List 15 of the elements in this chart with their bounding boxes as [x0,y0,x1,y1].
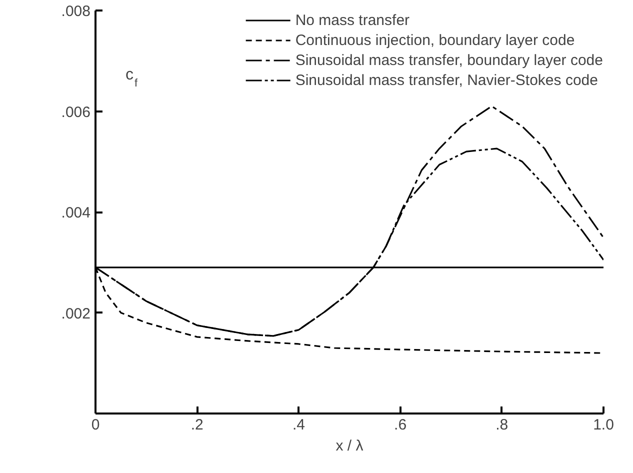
x-tick-label: .2 [190,416,204,434]
y-tick-label: .008 [61,3,91,20]
x-tick-label: 0 [91,416,100,434]
y-tick-label: .006 [61,104,91,121]
x-axis-title: x / λ [336,438,364,454]
y-tick-label: .002 [61,305,91,322]
y-tick-label: .004 [61,204,91,222]
legend-label: Continuous injection, boundary layer code [295,32,575,48]
x-tick-label: .4 [292,416,305,434]
legend-label: Sinusoidal mass transfer, boundary layer code [295,52,603,68]
x-tick-label: .6 [394,416,407,434]
legend-label: Sinusoidal mass transfer, Navier-Stokes code [295,72,598,88]
x-tick-label: .8 [496,416,508,434]
x-tick-label: 1.0 [593,416,614,434]
legend-label: No mass transfer [295,12,410,28]
